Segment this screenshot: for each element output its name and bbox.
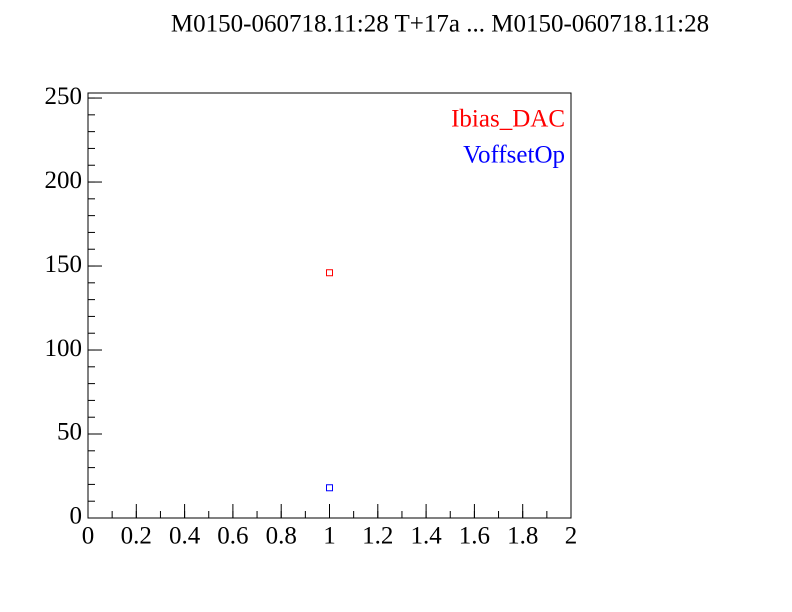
x-tick-label: 0.6: [217, 523, 248, 550]
x-tick-label: 0.4: [169, 523, 201, 550]
y-tick-label: 50: [57, 419, 82, 446]
point: [326, 484, 333, 492]
x-tick-label: 1.8: [507, 523, 538, 550]
x-tick-label: 2: [565, 523, 578, 550]
x-tick-label: 1.6: [459, 523, 490, 550]
legend-entry: Ibias_DAC: [451, 106, 565, 133]
chart-title: M0150-060718.11:28 T+17a ... M0150-06071…: [171, 11, 709, 38]
y-tick-label: 150: [45, 251, 83, 278]
x-tick-label: 1: [323, 523, 336, 550]
x-tick-label: 1.4: [410, 523, 442, 550]
y-tick-label: 200: [45, 167, 83, 194]
y-tick-label: 100: [45, 335, 83, 362]
point: [326, 269, 333, 277]
x-tick-label: 0: [82, 523, 95, 550]
x-tick-label: 0.8: [266, 523, 297, 550]
x-tick-label: 0.2: [121, 523, 152, 550]
legend-entry: VoffsetOp: [463, 142, 565, 169]
y-tick-label: 250: [45, 83, 83, 110]
x-tick-label: 1.2: [362, 523, 393, 550]
y-tick-label: 0: [70, 503, 83, 530]
